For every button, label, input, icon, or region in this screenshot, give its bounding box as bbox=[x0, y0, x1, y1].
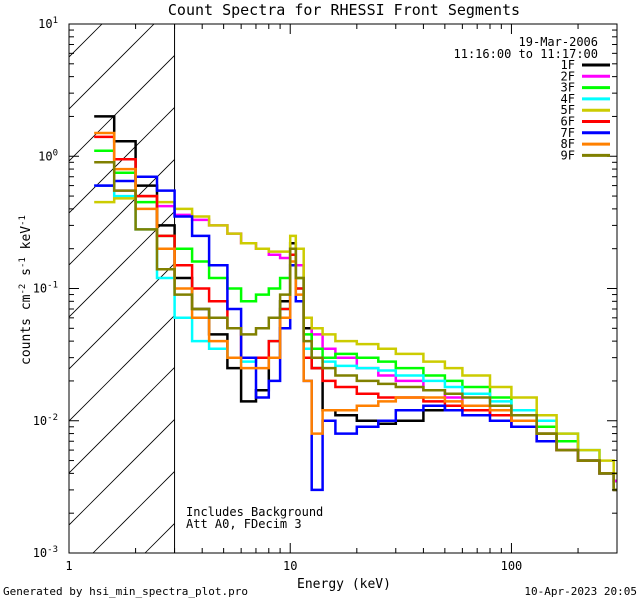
time-range-label: 11:16:00 to 11:17:00 bbox=[454, 47, 599, 61]
chart-title: Count Spectra for RHESSI Front Segments bbox=[168, 1, 520, 19]
hatch-line bbox=[0, 0, 69, 553]
date-label: 19-Mar-2006 bbox=[519, 35, 598, 49]
generated-by-label: Generated by hsi_min_spectra_plot.pro bbox=[3, 585, 248, 598]
hatch-line bbox=[69, 210, 175, 318]
legend-label-5f: 5F bbox=[561, 103, 575, 117]
timestamp-label: 10-Apr-2023 20:05 bbox=[524, 585, 637, 598]
x-tick-label: 100 bbox=[501, 559, 523, 573]
hatch-line bbox=[249, 0, 640, 553]
series-line-8f bbox=[94, 131, 617, 492]
legend-label-9f: 9F bbox=[561, 148, 575, 162]
legend-label-2f: 2F bbox=[561, 69, 575, 83]
legend-label-4f: 4F bbox=[561, 92, 575, 106]
annotation-attenuator: Att A0, FDecim 3 bbox=[186, 517, 302, 531]
plot-frame bbox=[68, 23, 618, 554]
legend-label-1f: 1F bbox=[561, 58, 575, 72]
hatch-line bbox=[69, 158, 175, 266]
hatch-line bbox=[69, 106, 175, 214]
y-tick-label: 101 bbox=[38, 16, 58, 31]
y-axis-label: counts cm-2 s-1 keV-1 bbox=[18, 215, 34, 365]
series-line-4f bbox=[94, 184, 617, 492]
legend-label-7f: 7F bbox=[561, 126, 575, 140]
axis-ticks: 1 10 100 10-3 10-2 10-1 100 101 bbox=[33, 16, 618, 573]
series-line-2f bbox=[94, 184, 617, 483]
legend-label-3f: 3F bbox=[561, 81, 575, 95]
x-tick-label: 10 bbox=[283, 559, 297, 573]
y-tick-label: 10-2 bbox=[33, 413, 58, 428]
hatched-region bbox=[0, 0, 640, 553]
series-group bbox=[94, 115, 617, 492]
legend-label-6f: 6F bbox=[561, 115, 575, 129]
y-tick-label: 100 bbox=[38, 148, 58, 163]
x-tick-label: 1 bbox=[65, 559, 72, 573]
hatch-line bbox=[69, 54, 175, 162]
hatch-line bbox=[69, 262, 175, 370]
hatch-lines bbox=[0, 0, 640, 553]
hatch-line bbox=[69, 366, 175, 474]
hatch-line bbox=[69, 314, 175, 422]
hatch-line bbox=[69, 418, 175, 526]
annotation-background: Includes Background bbox=[186, 505, 323, 519]
series-line-9f bbox=[94, 161, 617, 492]
y-tick-label: 10-3 bbox=[33, 545, 58, 560]
legend-label-8f: 8F bbox=[561, 137, 575, 151]
series-line-7f bbox=[94, 175, 617, 492]
y-tick-label: 10-1 bbox=[33, 281, 58, 296]
hatch-line bbox=[69, 24, 155, 110]
x-axis-label: Energy (keV) bbox=[297, 577, 391, 592]
